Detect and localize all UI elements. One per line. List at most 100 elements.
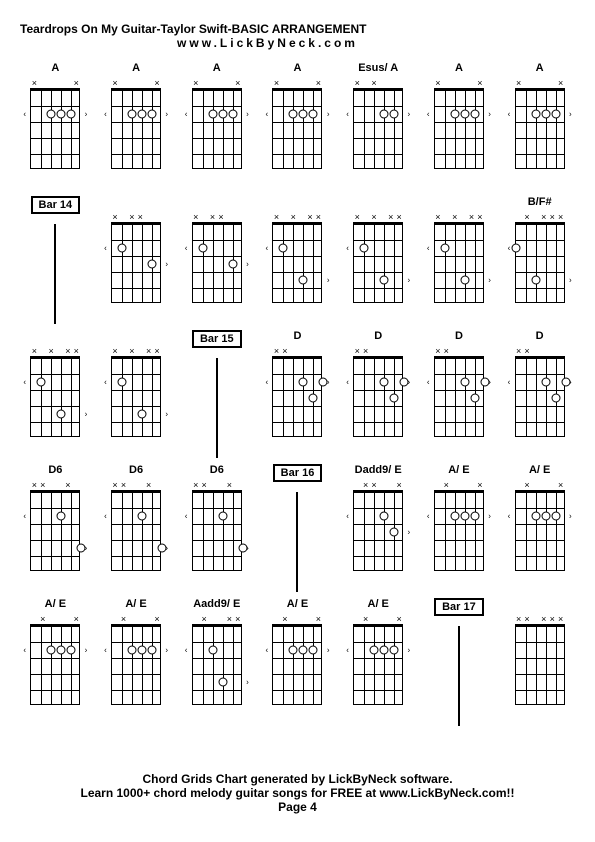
chord-label: D bbox=[374, 330, 382, 344]
chord-diagram-cell: ××××‹› bbox=[424, 196, 495, 324]
finger-dot bbox=[380, 276, 389, 285]
string-mark bbox=[548, 78, 556, 88]
finger-dot bbox=[460, 378, 469, 387]
bar-line bbox=[296, 492, 298, 592]
string-mark bbox=[225, 78, 233, 88]
string-mark: × bbox=[314, 212, 322, 222]
string-mark bbox=[531, 212, 539, 222]
string-mark: × bbox=[362, 480, 370, 490]
finger-dot bbox=[390, 394, 399, 403]
string-mark: × bbox=[30, 480, 38, 490]
string-mark: × bbox=[442, 480, 450, 490]
chord-diagram-cell: A/ E××‹› bbox=[504, 464, 575, 592]
finger-dot bbox=[299, 110, 308, 119]
string-mark: × bbox=[557, 212, 565, 222]
chord-diagram: ××××‹› bbox=[348, 212, 408, 312]
string-mark: × bbox=[30, 78, 38, 88]
string-mark bbox=[56, 614, 64, 624]
string-mark: × bbox=[370, 212, 378, 222]
finger-dot bbox=[299, 276, 308, 285]
chord-diagram-cell: A/ E××‹› bbox=[101, 598, 172, 726]
chord-diagram-cell: B/F#××××‹› bbox=[504, 196, 575, 324]
page-title: Teardrops On My Guitar-Taylor Swift-BASI… bbox=[20, 22, 575, 36]
string-mark bbox=[387, 614, 395, 624]
fretboard: ‹› bbox=[111, 223, 161, 303]
chord-diagram-cell: A××‹› bbox=[101, 62, 172, 190]
string-mark: × bbox=[314, 614, 322, 624]
chord-diagram-cell: ××××× bbox=[504, 598, 575, 726]
string-mark: × bbox=[272, 78, 280, 88]
finger-dot bbox=[57, 410, 66, 419]
string-mark: × bbox=[111, 212, 119, 222]
string-mark bbox=[119, 346, 127, 356]
string-mark: × bbox=[387, 212, 395, 222]
fretboard: ‹› bbox=[111, 89, 161, 169]
fretboard: ‹› bbox=[272, 89, 322, 169]
chord-diagram-cell: ××××‹› bbox=[101, 330, 172, 458]
string-mark bbox=[136, 78, 144, 88]
chord-diagram: ××××‹› bbox=[267, 212, 327, 312]
string-mark bbox=[306, 614, 314, 624]
string-mark: × bbox=[111, 78, 119, 88]
chord-diagram-cell: ×××‹› bbox=[181, 196, 252, 324]
finger-dot bbox=[57, 646, 66, 655]
string-mark bbox=[540, 78, 548, 88]
string-mark bbox=[353, 480, 361, 490]
chord-label: A bbox=[51, 62, 59, 76]
string-mark bbox=[442, 212, 450, 222]
fretboard: ‹› bbox=[30, 625, 80, 705]
string-mark bbox=[153, 480, 161, 490]
string-mark bbox=[531, 346, 539, 356]
string-mark bbox=[119, 212, 127, 222]
chord-label: A/ E bbox=[45, 598, 66, 612]
string-mark bbox=[209, 480, 217, 490]
finger-dot bbox=[67, 646, 76, 655]
string-mark: × bbox=[395, 480, 403, 490]
fretboard: ‹› bbox=[192, 625, 242, 705]
string-mark: × bbox=[225, 614, 233, 624]
fretboard: ‹› bbox=[434, 223, 484, 303]
string-mark bbox=[370, 346, 378, 356]
string-mark bbox=[209, 614, 217, 624]
chord-diagram: ××‹› bbox=[267, 346, 327, 446]
chord-diagram: ××‹› bbox=[429, 346, 489, 446]
string-mark: × bbox=[442, 346, 450, 356]
string-mark bbox=[387, 78, 395, 88]
finger-dot bbox=[228, 110, 237, 119]
chord-diagram: ×××‹› bbox=[106, 480, 166, 580]
finger-dot bbox=[551, 512, 560, 521]
fretboard: ‹› bbox=[272, 357, 322, 437]
chord-label: A bbox=[213, 62, 221, 76]
finger-dot bbox=[380, 110, 389, 119]
chord-label: Dadd9/ E bbox=[355, 464, 402, 478]
chord-diagram: ××‹› bbox=[510, 78, 570, 178]
string-mark bbox=[540, 480, 548, 490]
finger-dot bbox=[208, 110, 217, 119]
chord-diagram-cell: D××‹› bbox=[504, 330, 575, 458]
bar-line bbox=[54, 224, 56, 324]
finger-dot bbox=[128, 110, 137, 119]
string-mark: × bbox=[192, 78, 200, 88]
chord-label: B/F# bbox=[528, 196, 552, 210]
chord-diagram: ××‹› bbox=[510, 346, 570, 446]
string-mark bbox=[387, 346, 395, 356]
chord-diagram: ××‹› bbox=[267, 78, 327, 178]
string-mark: × bbox=[515, 78, 523, 88]
chord-diagram-cell: D××‹› bbox=[424, 330, 495, 458]
string-mark bbox=[200, 212, 208, 222]
chord-label: D6 bbox=[48, 464, 62, 478]
chord-label: A/ E bbox=[368, 598, 389, 612]
string-mark bbox=[136, 614, 144, 624]
fretboard: ‹› bbox=[515, 357, 565, 437]
finger-dot bbox=[541, 512, 550, 521]
chord-diagram: ××‹› bbox=[106, 78, 166, 178]
string-mark: × bbox=[209, 212, 217, 222]
string-mark: × bbox=[434, 212, 442, 222]
finger-dot bbox=[309, 646, 318, 655]
string-mark: × bbox=[289, 212, 297, 222]
finger-dot bbox=[380, 646, 389, 655]
bar-marker: Bar 15 bbox=[181, 330, 252, 458]
string-mark bbox=[128, 480, 136, 490]
string-mark: × bbox=[72, 78, 80, 88]
chord-diagram: ××‹› bbox=[348, 614, 408, 714]
